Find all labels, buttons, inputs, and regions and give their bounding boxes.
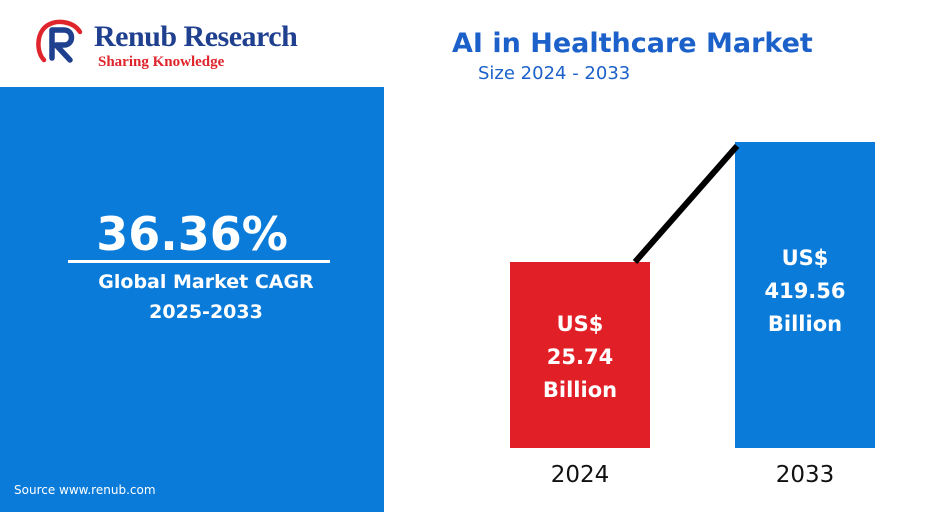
bar-value-line: US$ <box>556 312 604 336</box>
chart-subtitle: Size 2024 - 2033 <box>478 63 631 84</box>
chart-title: AI in Healthcare Market <box>452 28 813 59</box>
chart-canvas <box>510 142 875 448</box>
bar-value-label-2024: US$ 25.74 Billion <box>510 308 650 407</box>
cagr-divider <box>68 260 330 263</box>
cagr-panel: 36.36% Global Market CAGR 2025-2033 Sour… <box>0 87 384 512</box>
brand-name: Renub Research <box>94 20 298 53</box>
bar-value-line: US$ <box>781 246 829 270</box>
bar-value-line: Billion <box>542 378 618 402</box>
cagr-label: Global Market CAGR 2025-2033 <box>0 267 412 327</box>
growth-connector-line <box>632 144 740 264</box>
brand-tagline: Sharing Knowledge <box>98 54 225 70</box>
x-tick-2024: 2024 <box>550 462 610 488</box>
cagr-value: 36.36% <box>96 207 288 261</box>
cagr-label-line1: Global Market CAGR <box>98 271 314 293</box>
renub-r-logo-icon <box>36 19 83 63</box>
bar-2024 <box>510 262 650 448</box>
bar-value-line: Billion <box>767 312 843 336</box>
brand-logo: Renub Research Sharing Knowledge <box>34 14 334 74</box>
market-size-chart: US$ 25.74 Billion US$ 419.56 Billion 2024 2033 <box>490 130 910 500</box>
bar-value-label-2033: US$ 419.56 Billion <box>735 242 875 341</box>
bar-value-line: 25.74 <box>546 345 614 369</box>
bar-2033 <box>735 142 875 448</box>
source-credit: Source www.renub.com <box>14 483 156 497</box>
cagr-label-line2: 2025-2033 <box>149 301 263 323</box>
bar-value-line: 419.56 <box>764 279 846 303</box>
x-tick-2033: 2033 <box>775 462 835 488</box>
